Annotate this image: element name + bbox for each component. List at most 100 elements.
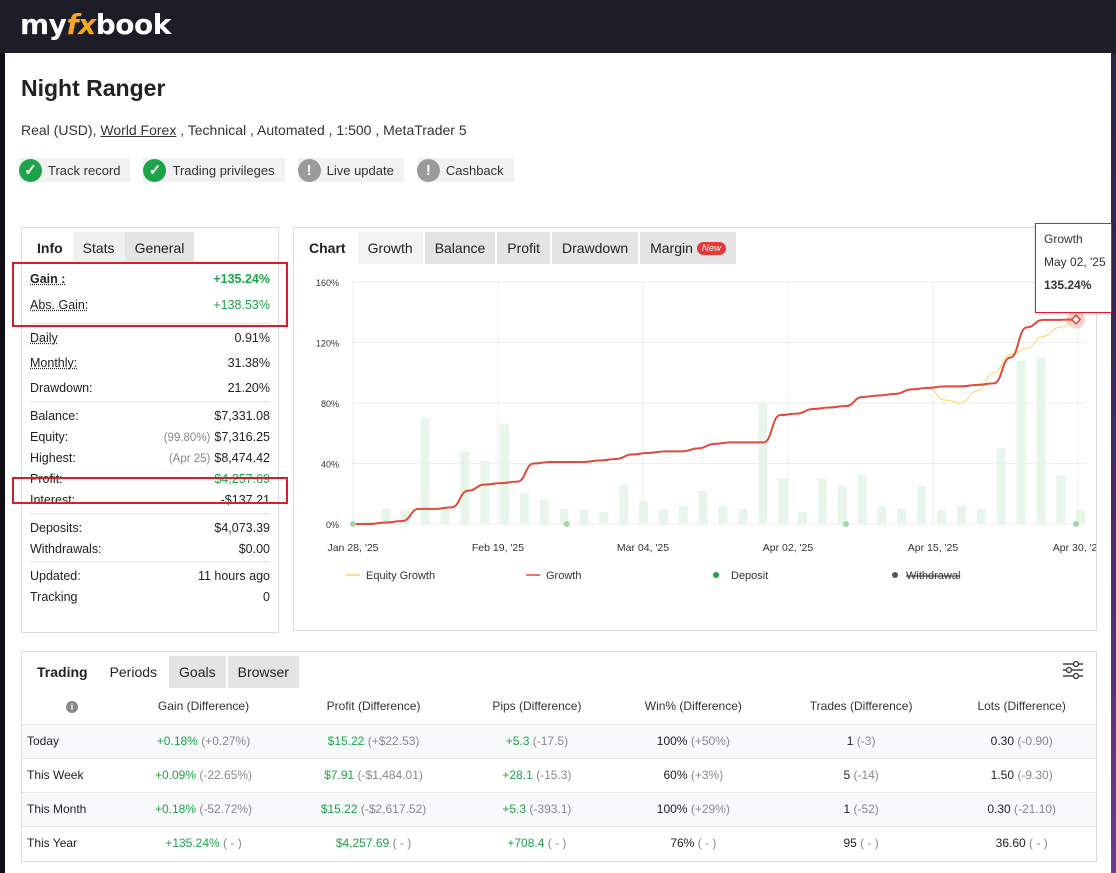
page-title: Night Ranger: [21, 75, 166, 101]
volume-bar: [579, 508, 589, 524]
growth-chart[interactable]: 0% 40% 80% 120% 160% Jan 28, '25 Feb 19, '25 Ma…: [294, 264, 1096, 624]
tab-profit[interactable]: Profit: [497, 232, 550, 264]
volume-bar: [1056, 475, 1066, 524]
x-tick-label: Feb 19, '25: [472, 542, 524, 554]
legend-marker-withdrawal: [892, 572, 898, 578]
legend-label: Equity Growth: [366, 570, 435, 582]
withdrawals-row: Withdrawals: $0.00: [30, 541, 270, 556]
tab-chart[interactable]: Chart: [299, 232, 356, 264]
volume-bar: [480, 460, 490, 524]
volume-bar: [937, 510, 947, 524]
volume-bar: [678, 505, 688, 524]
balance-row: Balance: $7,331.08: [30, 408, 270, 423]
account-subtitle: Real (USD), World Forex , Technical , Au…: [21, 122, 467, 138]
volume-bar: [599, 511, 609, 524]
volume-bar: [440, 508, 450, 524]
chart-tabs: Chart Growth Balance Profit Drawdown Mar…: [294, 228, 1096, 264]
volume-bar: [798, 511, 807, 524]
y-tick-label: 160%: [316, 278, 339, 288]
broker-link[interactable]: World Forex: [100, 122, 177, 138]
table-row: This Month +0.18% (-52.72%) $15.22 (-$2,61…: [22, 791, 1096, 826]
badge-track-record[interactable]: ✓ Track record: [19, 158, 131, 182]
monthly-row: Monthly: 31.38%: [30, 355, 270, 370]
volume-bar: [420, 418, 430, 524]
legend-label: Growth: [546, 570, 581, 582]
legend-marker-deposit: [713, 572, 719, 578]
volume-bar: [400, 510, 410, 524]
volume-bar: [500, 424, 509, 524]
x-tick-label: Apr 02, '25: [763, 542, 814, 554]
volume-bar: [758, 403, 768, 524]
legend-label: Deposit: [731, 570, 768, 582]
y-tick-label: 0%: [326, 520, 339, 530]
tab-trading[interactable]: Trading: [27, 656, 98, 688]
volume-bar: [1036, 357, 1046, 524]
tab-balance[interactable]: Balance: [424, 232, 496, 264]
growth-line: [353, 318, 1077, 525]
top-bar: myfxbook: [0, 0, 1116, 53]
volume-bar: [897, 508, 907, 524]
volume-bar: [738, 508, 748, 524]
badge-cashback[interactable]: ! Cashback: [416, 158, 514, 182]
gain-row: Gain : +135.24%: [30, 271, 270, 286]
chart-tooltip: Growth May 02, '25 135.24%: [1035, 223, 1112, 313]
tab-browser[interactable]: Browser: [227, 656, 299, 688]
periods-table: i Gain (Difference) Profit (Difference) …: [22, 688, 1096, 860]
tab-periods[interactable]: Periods: [99, 656, 168, 688]
hover-point: [1070, 314, 1082, 325]
deposit-point: [842, 521, 849, 527]
tab-margin[interactable]: Margin New: [640, 232, 736, 264]
deposits-row: Deposits: $4,073.39: [30, 520, 270, 535]
tab-growth[interactable]: Growth: [357, 232, 423, 264]
tab-drawdown[interactable]: Drawdown: [551, 232, 639, 264]
info-tabs: Info Stats General: [22, 228, 278, 262]
myfxbook-logo[interactable]: myfxbook: [20, 8, 171, 41]
y-tick-label: 40%: [321, 460, 339, 470]
periods-panel: Trading Periods Goals Browser i Gain (Di…: [21, 651, 1097, 862]
volume-bar: [718, 505, 728, 524]
volume-bar: [658, 508, 668, 524]
volume-bar: [380, 508, 390, 524]
table-row: This Year +135.24% ( - ) $4,257.69 ( - ) +7…: [22, 825, 1096, 860]
info-panel: Info Stats General Gain : +135.24% Abs. G…: [21, 227, 279, 633]
check-circle-icon: ✓: [143, 158, 167, 182]
chart-panel: Chart Growth Balance Profit Drawdown Mar…: [293, 227, 1097, 631]
deposit-point: [563, 521, 570, 527]
info-icon[interactable]: i: [66, 700, 78, 713]
volume-bar: [460, 451, 470, 524]
volume-bar: [519, 493, 529, 524]
drawdown-row: Drawdown: 21.20%: [30, 380, 270, 395]
gain-highlight-box: [12, 262, 288, 327]
volume-bar: [539, 499, 549, 524]
volume-bar: [996, 448, 1006, 524]
tab-stats[interactable]: Stats: [72, 232, 125, 262]
volume-bar: [361, 520, 370, 524]
tooltip-series: Growth: [1044, 232, 1083, 246]
legend-label: Withdrawal: [906, 570, 960, 582]
volume-bar: [559, 508, 569, 524]
tab-general[interactable]: General: [124, 232, 195, 262]
updated-row: Updated: 11 hours ago: [30, 568, 270, 583]
highest-row: Highest: (Apr 25) $8,474.42: [30, 450, 270, 465]
tracking-row: Tracking 0: [30, 589, 270, 604]
volume-bar: [1076, 510, 1086, 524]
abs-gain-row: Abs. Gain: +138.53%: [30, 297, 270, 312]
volume-bar: [917, 486, 927, 524]
settings-sliders-icon[interactable]: [1062, 660, 1084, 680]
volume-bar: [976, 508, 986, 524]
badge-live-update[interactable]: ! Live update: [297, 158, 404, 182]
tab-info[interactable]: Info: [27, 232, 73, 262]
badge-trading-privileges[interactable]: ✓ Trading privileges: [143, 158, 285, 182]
exclamation-circle-icon: !: [297, 158, 321, 182]
new-badge: New: [696, 242, 726, 255]
volume-bar: [956, 505, 966, 524]
daily-row: Daily 0.91%: [30, 330, 270, 345]
volume-bar: [877, 505, 887, 524]
profit-highlight-box: [12, 477, 288, 504]
exclamation-circle-icon: !: [416, 158, 440, 182]
volume-bar: [817, 478, 827, 524]
volume-bar: [778, 478, 788, 524]
tab-goals[interactable]: Goals: [169, 656, 226, 688]
x-tick-label: Apr 15, '25: [908, 542, 959, 554]
volume-bar: [1016, 360, 1026, 524]
